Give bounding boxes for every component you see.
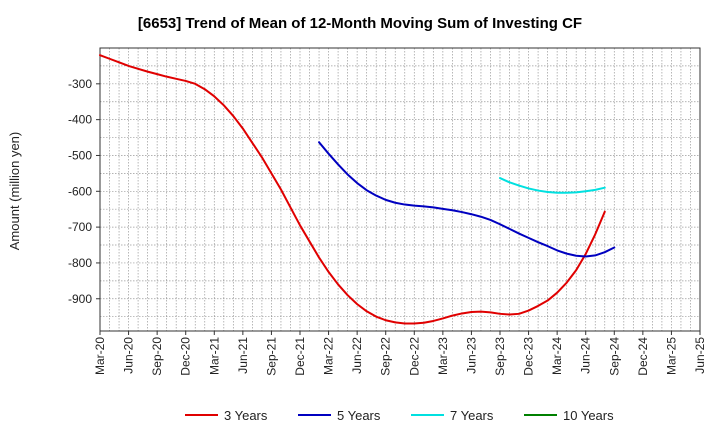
x-tick-label: Jun-24: [579, 337, 593, 374]
x-tick-label: Jun-23: [464, 337, 478, 374]
y-tick-label: -600: [68, 184, 92, 198]
series-line-5-years: [318, 141, 616, 258]
grid-lines: [99, 47, 701, 331]
plot-border: [99, 47, 701, 332]
plot-frame: [99, 47, 701, 332]
y-tick-label: -900: [68, 292, 92, 306]
legend: 3 Years 5 Years 7 Years 10 Years: [185, 408, 614, 423]
series-line-7-years: [499, 177, 606, 194]
y-axis-label: Amount (million yen): [7, 132, 22, 251]
x-tick-label: Sep-23: [493, 337, 507, 376]
legend-label-3-years: 3 Years: [224, 408, 268, 423]
x-tick-label: Mar-20: [93, 337, 107, 375]
x-tick-label: Dec-20: [179, 337, 193, 376]
x-tick-label: Sep-24: [607, 337, 621, 376]
x-tick-label: Mar-22: [322, 337, 336, 375]
x-tick-label: Mar-21: [207, 337, 221, 375]
x-tick-label: Sep-20: [150, 337, 164, 376]
x-tick-label: Mar-24: [550, 337, 564, 375]
x-tick-label: Jun-25: [693, 337, 707, 374]
y-tick-label: -500: [68, 148, 92, 162]
series-line-3-years: [99, 54, 606, 325]
x-tick-label: Dec-22: [407, 337, 421, 376]
y-tick-label: -800: [68, 256, 92, 270]
x-tick-label: Jun-21: [236, 337, 250, 374]
y-tick-label: -700: [68, 220, 92, 234]
legend-label-10-years: 10 Years: [563, 408, 614, 423]
y-tick-label: -400: [68, 113, 92, 127]
legend-label-5-years: 5 Years: [337, 408, 381, 423]
legend-label-7-years: 7 Years: [450, 408, 494, 423]
chart-title: [6653] Trend of Mean of 12-Month Moving …: [138, 15, 582, 32]
series-lines: [99, 54, 616, 325]
y-tick-label: -300: [68, 77, 92, 91]
x-tick-label: Mar-23: [436, 337, 450, 375]
y-axis: -900 -800 -700 -600 -500 -400 -300: [68, 77, 100, 306]
x-tick-label: Dec-23: [522, 337, 536, 376]
x-tick-label: Dec-21: [293, 337, 307, 376]
x-tick-label: Sep-21: [264, 337, 278, 376]
x-tick-label: Jun-22: [350, 337, 364, 374]
x-tick-label: Mar-25: [664, 337, 678, 375]
x-tick-label: Jun-20: [122, 337, 136, 374]
x-tick-label: Sep-22: [379, 337, 393, 376]
x-axis: Mar-20 Jun-20 Sep-20 Dec-20 Mar-21 Jun-21 Sep-…: [93, 331, 707, 376]
x-tick-label: Dec-24: [636, 337, 650, 376]
